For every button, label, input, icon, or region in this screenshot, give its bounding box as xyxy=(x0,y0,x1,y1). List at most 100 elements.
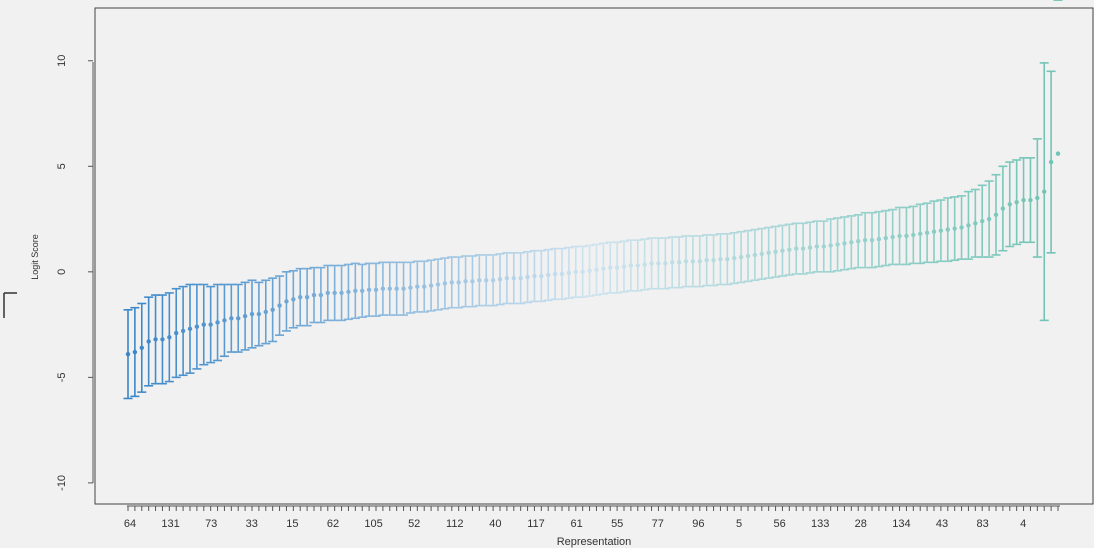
x-tick-label: 4 xyxy=(1020,518,1026,530)
data-point xyxy=(608,265,613,270)
x-tick-label: 105 xyxy=(364,518,382,530)
data-point xyxy=(518,275,523,281)
data-point xyxy=(752,252,758,258)
data-point xyxy=(821,244,826,249)
data-point xyxy=(422,284,427,289)
data-point xyxy=(132,349,138,355)
data-point xyxy=(511,275,516,281)
x-tick-label: 5 xyxy=(736,518,742,530)
y-tick-label: -5 xyxy=(56,372,68,382)
y-tick-label: -10 xyxy=(56,475,68,491)
data-point xyxy=(876,236,882,242)
x-tick-label: 112 xyxy=(446,518,464,530)
data-point xyxy=(442,281,448,286)
data-point xyxy=(973,221,978,226)
data-point xyxy=(277,303,282,308)
data-point xyxy=(477,278,482,283)
data-point xyxy=(931,229,937,234)
data-point xyxy=(856,239,861,244)
data-point xyxy=(504,275,510,281)
data-point xyxy=(1035,195,1040,201)
data-point xyxy=(346,289,351,295)
data-point xyxy=(311,292,317,298)
data-point xyxy=(718,256,723,262)
data-point xyxy=(594,267,599,272)
data-point xyxy=(194,324,200,329)
data-point xyxy=(415,284,420,289)
data-point xyxy=(725,256,730,262)
data-point xyxy=(332,290,337,296)
data-point xyxy=(373,287,379,292)
data-point xyxy=(160,337,165,342)
data-point xyxy=(525,274,530,280)
data-point xyxy=(959,225,964,230)
data-point xyxy=(814,244,820,249)
data-point xyxy=(745,253,751,259)
x-tick-label: 133 xyxy=(811,518,829,530)
data-point xyxy=(229,316,234,321)
data-point xyxy=(215,320,220,325)
data-point xyxy=(656,261,661,266)
data-point xyxy=(566,270,572,276)
data-point xyxy=(807,245,813,250)
x-tick-label: 117 xyxy=(527,518,545,530)
data-point xyxy=(394,286,399,291)
data-point xyxy=(559,271,565,277)
data-point xyxy=(642,262,647,267)
data-point xyxy=(704,258,709,263)
data-point xyxy=(773,249,778,254)
x-axis-title: Representation xyxy=(557,536,632,548)
data-point xyxy=(539,273,544,279)
data-point xyxy=(291,297,296,302)
data-point xyxy=(766,250,771,256)
data-point xyxy=(387,286,392,291)
data-point xyxy=(663,261,668,266)
data-point xyxy=(1055,151,1061,156)
data-point xyxy=(683,259,689,264)
data-point xyxy=(1042,189,1047,194)
data-point xyxy=(470,279,475,284)
data-point xyxy=(1014,199,1019,205)
data-point xyxy=(911,232,916,238)
y-tick-label: 10 xyxy=(56,55,68,67)
data-point xyxy=(869,237,875,243)
data-point xyxy=(180,328,186,334)
data-point xyxy=(380,286,386,291)
data-point xyxy=(862,237,868,243)
data-point xyxy=(125,351,131,357)
y-ticks: 10 5 0 -5 -10 xyxy=(56,55,93,491)
data-point xyxy=(146,339,151,344)
data-point xyxy=(883,235,888,241)
error-bars xyxy=(123,0,1063,400)
x-tick-label: 55 xyxy=(611,518,623,530)
data-point xyxy=(249,311,255,317)
x-tick-label: 56 xyxy=(773,518,785,530)
data-point xyxy=(732,255,737,261)
data-point xyxy=(174,330,179,336)
data-point xyxy=(360,288,365,294)
data-point xyxy=(167,335,172,340)
x-tick-label: 61 xyxy=(570,518,582,530)
data-point xyxy=(449,280,454,285)
data-point xyxy=(484,278,489,283)
data-point xyxy=(938,228,944,233)
data-point xyxy=(187,326,193,332)
data-point xyxy=(897,233,902,239)
data-point xyxy=(690,259,696,264)
x-tick-label: 134 xyxy=(892,518,910,530)
x-tick-label: 64 xyxy=(124,518,136,530)
data-point xyxy=(325,290,330,296)
data-point xyxy=(298,294,303,300)
data-point xyxy=(918,231,923,237)
data-point xyxy=(670,260,675,265)
data-point xyxy=(242,313,248,319)
data-point xyxy=(497,277,503,282)
data-point xyxy=(711,258,716,263)
data-point xyxy=(849,240,854,245)
points xyxy=(125,151,1061,357)
data-point xyxy=(697,259,702,264)
data-point xyxy=(993,212,999,218)
data-point xyxy=(490,278,496,283)
data-point xyxy=(580,269,585,275)
x-tick-label: 15 xyxy=(286,518,298,530)
